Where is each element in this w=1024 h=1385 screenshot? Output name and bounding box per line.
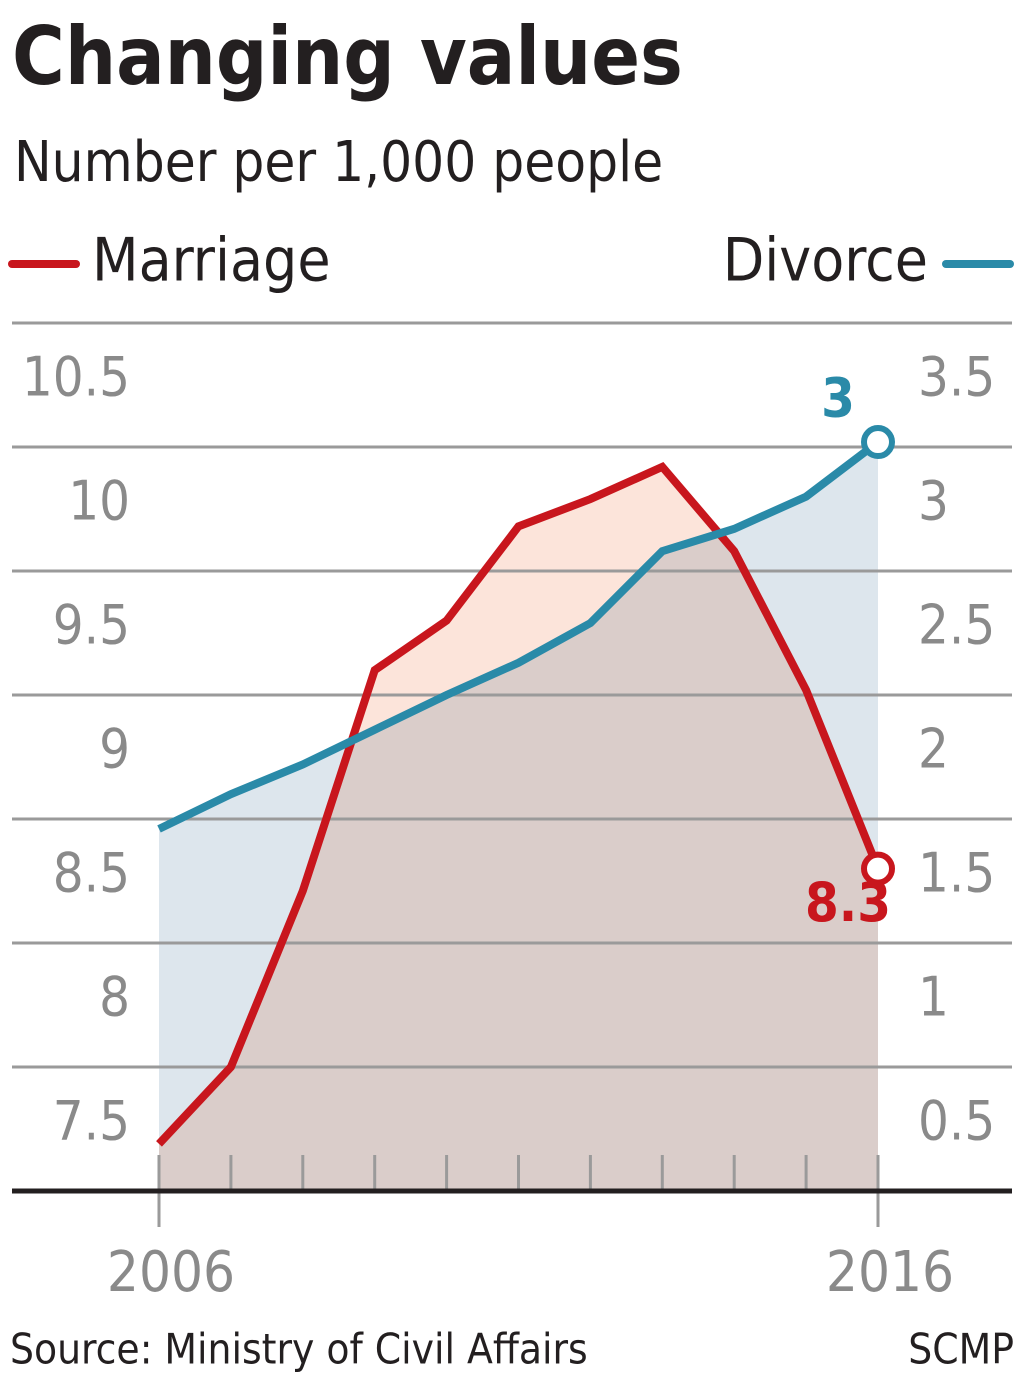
- y-tick-label: 8.5: [53, 842, 130, 905]
- value-label: 8.3: [805, 871, 891, 934]
- y2-tick-label: 2.5: [918, 594, 995, 657]
- series-line: [157, 438, 881, 833]
- y-tick-label: 10.5: [22, 346, 130, 409]
- end-marker: [861, 851, 895, 886]
- y-tick-label: 10: [68, 470, 130, 533]
- source: Source: Ministry of Civil Affairs: [10, 1325, 588, 1374]
- y2-tick-label: 3.5: [918, 346, 995, 409]
- credit: SCMP: [908, 1325, 1014, 1374]
- y2-tick-label: 0.5: [918, 1090, 995, 1153]
- y2-tick-label: 1.5: [918, 842, 995, 905]
- y-tick-label: 8: [99, 966, 130, 1029]
- x-tick-label: 2016: [826, 1240, 954, 1305]
- areas: [159, 442, 878, 1192]
- chart-title: Changing values: [12, 10, 683, 103]
- end-marker: [861, 425, 895, 460]
- value-label: 3: [821, 367, 855, 430]
- legend-label: Marriage: [92, 226, 331, 296]
- y-tick-label: 7.5: [53, 1090, 130, 1153]
- y-tick-label: 9.5: [53, 594, 130, 657]
- y2-tick-label: 3: [918, 470, 949, 533]
- legend-label: Divorce: [723, 226, 928, 296]
- chart-subtitle: Number per 1,000 people: [14, 130, 663, 195]
- y2-tick-label: 2: [918, 718, 949, 781]
- area: [159, 442, 878, 1191]
- y2-tick-label: 1: [918, 966, 949, 1029]
- y-tick-label: 9: [99, 718, 130, 781]
- x-tick-label: 2006: [107, 1240, 235, 1305]
- series-line: [156, 461, 882, 1147]
